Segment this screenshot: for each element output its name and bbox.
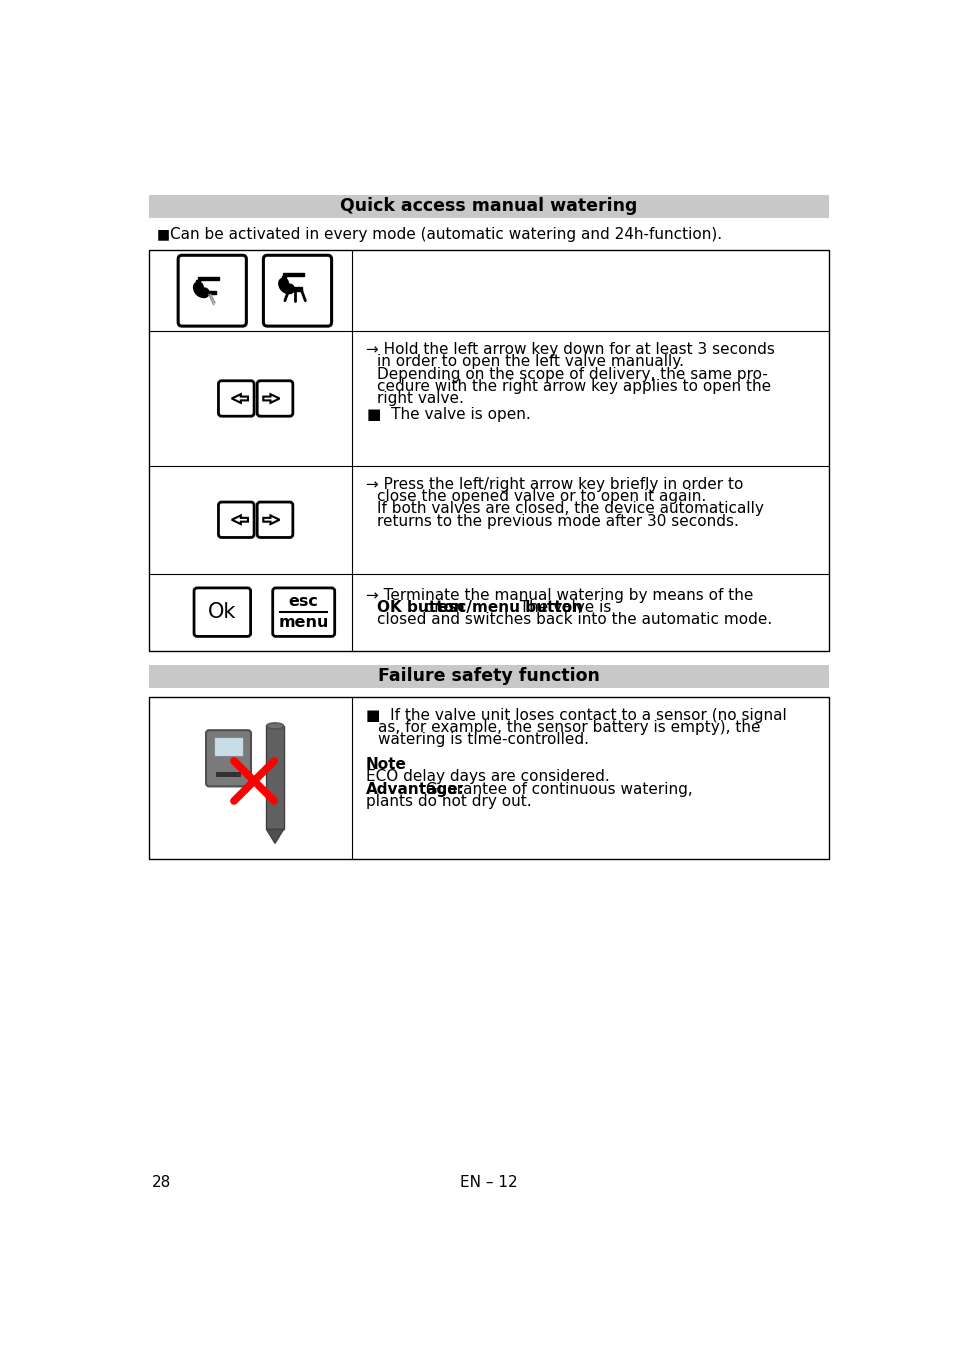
Bar [204, 291, 216, 294]
FancyBboxPatch shape [206, 730, 251, 787]
Bar [281, 276, 285, 283]
FancyBboxPatch shape [178, 256, 246, 326]
Text: ECO delay days are considered.: ECO delay days are considered. [365, 769, 609, 784]
Bar [149, 195, 828, 218]
Bar [222, 773, 227, 776]
Text: Guarantee of continuous watering,: Guarantee of continuous watering, [421, 781, 693, 796]
FancyBboxPatch shape [263, 256, 332, 326]
Bar [198, 276, 218, 280]
Text: . The valve is: . The valve is [509, 600, 611, 615]
Text: watering is time-controlled.: watering is time-controlled. [377, 733, 589, 747]
Text: If both valves are closed, the device automatically: If both valves are closed, the device au… [376, 501, 762, 516]
Text: esc: esc [289, 594, 318, 609]
Bar [213, 738, 243, 757]
Bar [234, 773, 239, 776]
Text: ■  If the valve unit loses contact to a sensor (no signal: ■ If the valve unit loses contact to a s… [365, 708, 785, 723]
Text: Depending on the scope of delivery, the same pro-: Depending on the scope of delivery, the … [376, 367, 766, 382]
Text: closed and switches back into the automatic mode.: closed and switches back into the automa… [376, 612, 771, 627]
Text: Note: Note [365, 757, 406, 772]
Text: esc/menu button: esc/menu button [437, 600, 582, 615]
Bar [266, 726, 283, 830]
Text: cedure with the right arrow key applies to open the: cedure with the right arrow key applies … [376, 379, 770, 394]
Ellipse shape [266, 723, 283, 728]
Polygon shape [266, 830, 283, 844]
Bar [283, 274, 304, 276]
Text: menu: menu [278, 615, 329, 630]
Bar [289, 287, 301, 291]
Bar [149, 665, 828, 688]
Bar [228, 773, 233, 776]
Text: or: or [419, 600, 445, 615]
Text: OK button: OK button [376, 600, 464, 615]
Text: right valve.: right valve. [376, 391, 463, 406]
Text: Quick access manual watering: Quick access manual watering [340, 198, 637, 215]
Text: as, for example, the sensor battery is empty), the: as, for example, the sensor battery is e… [377, 720, 760, 735]
Text: 28: 28 [152, 1175, 171, 1190]
Bar [149, 250, 828, 651]
Bar [149, 697, 828, 858]
Text: Can be activated in every mode (automatic watering and 24h-function).: Can be activated in every mode (automati… [171, 226, 721, 241]
Text: in order to open the left valve manually.: in order to open the left valve manually… [376, 355, 683, 370]
Bar [215, 773, 221, 776]
Text: plants do not dry out.: plants do not dry out. [365, 793, 531, 808]
Text: returns to the previous mode after 30 seconds.: returns to the previous mode after 30 se… [376, 513, 738, 528]
Text: ■  The valve is open.: ■ The valve is open. [367, 406, 531, 421]
Text: EN – 12: EN – 12 [459, 1175, 517, 1190]
Text: ■: ■ [156, 227, 170, 241]
Text: → Hold the left arrow key down for at least 3 seconds: → Hold the left arrow key down for at le… [365, 343, 774, 357]
Text: → Press the left/right arrow key briefly in order to: → Press the left/right arrow key briefly… [365, 477, 742, 492]
Bar [196, 280, 200, 287]
Text: Failure safety function: Failure safety function [377, 668, 599, 685]
Text: close the opened valve or to open it again.: close the opened valve or to open it aga… [376, 489, 705, 504]
Text: Advantage:: Advantage: [365, 781, 464, 796]
Text: Ok: Ok [208, 603, 236, 621]
Text: → Terminate the manual watering by means of the: → Terminate the manual watering by means… [365, 588, 752, 603]
